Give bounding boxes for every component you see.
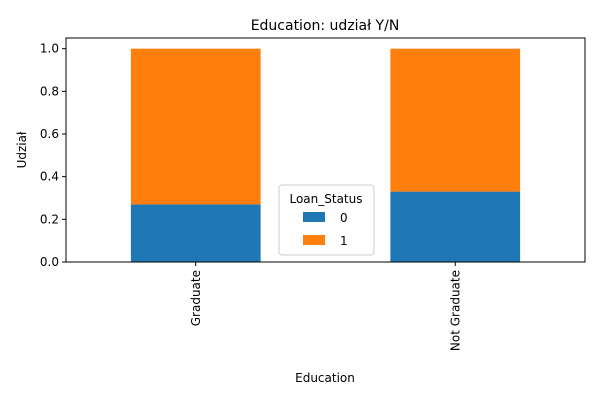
- legend-title: Loan_Status: [289, 192, 362, 206]
- y-tick-label: 1.0: [40, 42, 59, 56]
- bar-not-graduate-series-1: [390, 48, 521, 192]
- y-tick-label: 0.4: [40, 170, 59, 184]
- legend-box: [278, 184, 375, 256]
- bars-layer: [130, 48, 521, 262]
- x-tick-label: Graduate: [189, 270, 203, 326]
- legend-label-series-0: 0: [340, 211, 348, 225]
- y-tick-label: 0.2: [40, 212, 59, 226]
- x-axis-label: Education: [295, 371, 355, 385]
- bar-graduate-series-0: [130, 204, 261, 262]
- bar-not-graduate-series-0: [390, 191, 521, 262]
- y-axis-label: Udział: [15, 131, 29, 168]
- plot-area-frame: [65, 37, 586, 263]
- x-axis-ticks: Graduate Not Graduate: [189, 262, 462, 351]
- legend-swatch-series-0: [303, 212, 325, 222]
- legend: Loan_Status 0 1: [278, 184, 375, 256]
- y-tick-label: 0.8: [40, 84, 59, 98]
- legend-label-series-1: 1: [340, 234, 348, 248]
- x-tick-label: Not Graduate: [448, 270, 462, 351]
- chart-title: Education: udział Y/N: [251, 18, 400, 34]
- bar-graduate-series-1: [130, 48, 261, 205]
- legend-swatch-series-1: [303, 235, 325, 245]
- y-tick-label: 0.0: [40, 255, 59, 269]
- y-tick-label: 0.6: [40, 127, 59, 141]
- y-axis-ticks: 0.0 0.2 0.4 0.6 0.8 1.0: [40, 42, 66, 269]
